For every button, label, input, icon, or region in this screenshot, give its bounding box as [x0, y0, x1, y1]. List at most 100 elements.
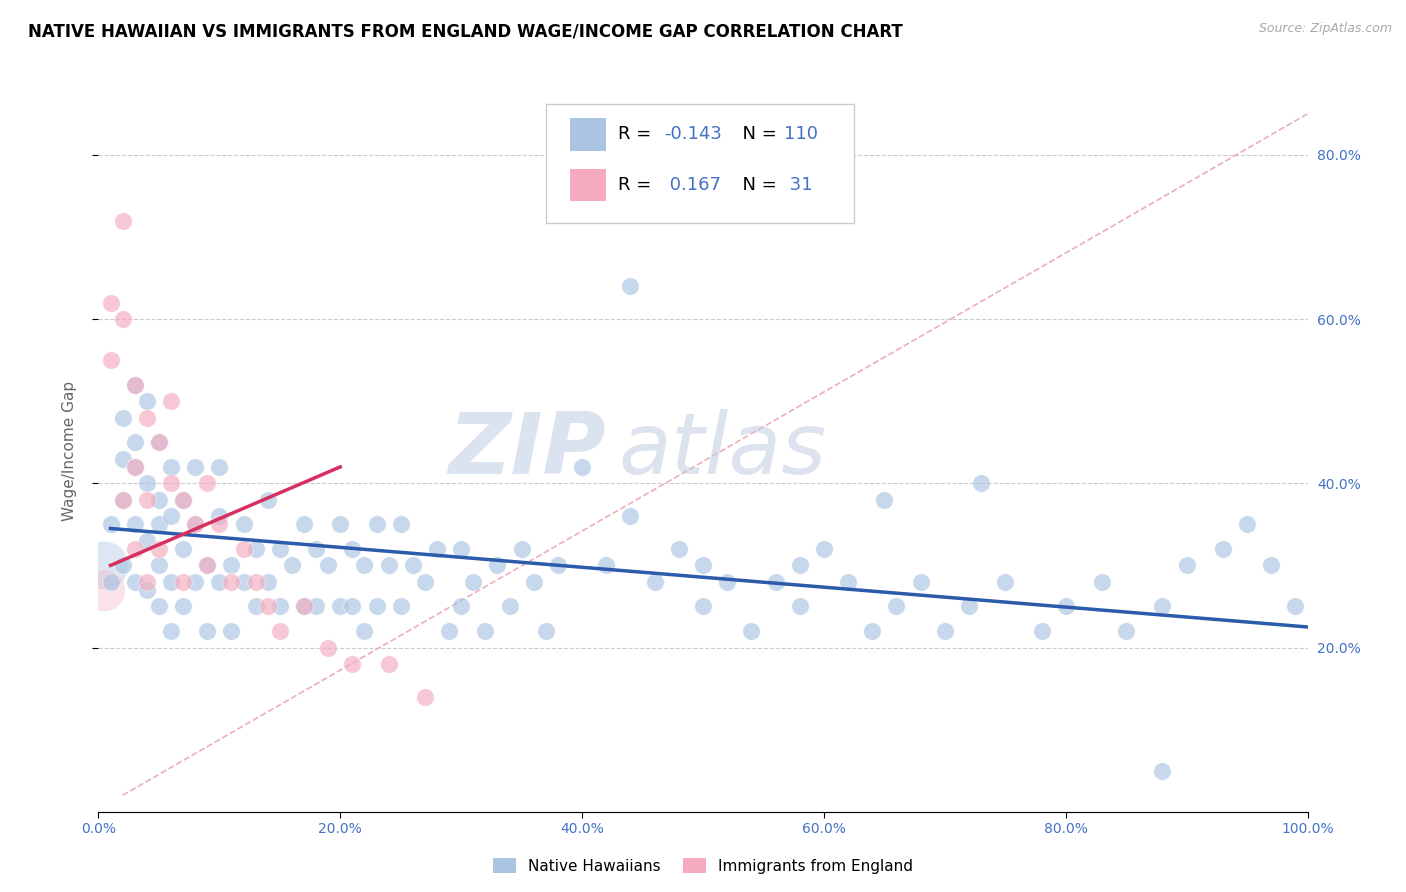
Point — [450, 599, 472, 614]
Point — [910, 574, 932, 589]
Point — [111, 451, 134, 466]
Point — [994, 574, 1017, 589]
Point — [100, 574, 122, 589]
Point — [1091, 574, 1114, 589]
Point — [208, 574, 231, 589]
Point — [256, 599, 278, 614]
Point — [245, 541, 267, 556]
Point — [221, 624, 243, 639]
Point — [305, 541, 328, 556]
Point — [1152, 599, 1174, 614]
Point — [619, 509, 641, 524]
Point — [135, 476, 157, 491]
Point — [292, 599, 315, 614]
Point — [208, 517, 231, 532]
Point — [970, 476, 993, 491]
Point — [957, 599, 980, 614]
Point — [135, 410, 157, 425]
Point — [172, 492, 194, 507]
Text: -0.143: -0.143 — [664, 125, 723, 143]
Point — [1284, 599, 1306, 614]
Point — [413, 574, 436, 589]
Point — [172, 574, 194, 589]
Point — [124, 459, 146, 474]
Point — [135, 492, 157, 507]
Point — [148, 558, 170, 573]
Point — [389, 517, 412, 532]
Point — [668, 541, 690, 556]
Point — [148, 435, 170, 450]
Point — [353, 624, 375, 639]
Point — [135, 574, 157, 589]
Point — [342, 657, 364, 671]
Point — [353, 558, 375, 573]
Point — [148, 541, 170, 556]
Point — [813, 541, 835, 556]
Point — [1115, 624, 1137, 639]
Legend: Native Hawaiians, Immigrants from England: Native Hawaiians, Immigrants from Englan… — [486, 852, 920, 880]
Point — [160, 459, 183, 474]
FancyBboxPatch shape — [569, 169, 606, 202]
Point — [644, 574, 666, 589]
Point — [208, 459, 231, 474]
Point — [765, 574, 787, 589]
Text: R =: R = — [619, 176, 658, 194]
Point — [135, 582, 157, 597]
Point — [269, 624, 291, 639]
Point — [172, 599, 194, 614]
Point — [692, 599, 714, 614]
Point — [100, 353, 122, 368]
Point — [232, 541, 254, 556]
Point — [100, 517, 122, 532]
Point — [886, 599, 908, 614]
Point — [1236, 517, 1258, 532]
Point — [256, 574, 278, 589]
Point — [534, 624, 557, 639]
Point — [111, 492, 134, 507]
Point — [329, 517, 352, 532]
Point — [184, 517, 207, 532]
Point — [1175, 558, 1198, 573]
Point — [195, 558, 218, 573]
Point — [111, 492, 134, 507]
Text: 31: 31 — [785, 176, 813, 194]
Point — [184, 459, 207, 474]
Point — [269, 541, 291, 556]
Point — [292, 517, 315, 532]
Point — [316, 558, 339, 573]
Text: atlas: atlas — [619, 409, 827, 492]
Point — [135, 533, 157, 548]
Point — [329, 599, 352, 614]
Point — [934, 624, 956, 639]
Point — [873, 492, 896, 507]
Point — [148, 517, 170, 532]
Point — [316, 640, 339, 655]
Point — [111, 213, 134, 227]
Point — [124, 435, 146, 450]
Text: Source: ZipAtlas.com: Source: ZipAtlas.com — [1258, 22, 1392, 36]
Point — [1212, 541, 1234, 556]
Point — [595, 558, 617, 573]
FancyBboxPatch shape — [569, 118, 606, 151]
Point — [111, 312, 134, 326]
Text: N =: N = — [731, 176, 782, 194]
Point — [160, 509, 183, 524]
Point — [413, 690, 436, 704]
Point — [111, 410, 134, 425]
Point — [160, 476, 183, 491]
Point — [124, 459, 146, 474]
Point — [1054, 599, 1077, 614]
Point — [1152, 764, 1174, 778]
Point — [93, 558, 115, 573]
Point — [1260, 558, 1282, 573]
Point — [377, 657, 399, 671]
Point — [124, 377, 146, 392]
Point — [269, 599, 291, 614]
Text: N =: N = — [731, 125, 782, 143]
Point — [184, 517, 207, 532]
Point — [1031, 624, 1053, 639]
Point — [740, 624, 762, 639]
Point — [571, 459, 593, 474]
Point — [366, 517, 388, 532]
Point — [389, 599, 412, 614]
